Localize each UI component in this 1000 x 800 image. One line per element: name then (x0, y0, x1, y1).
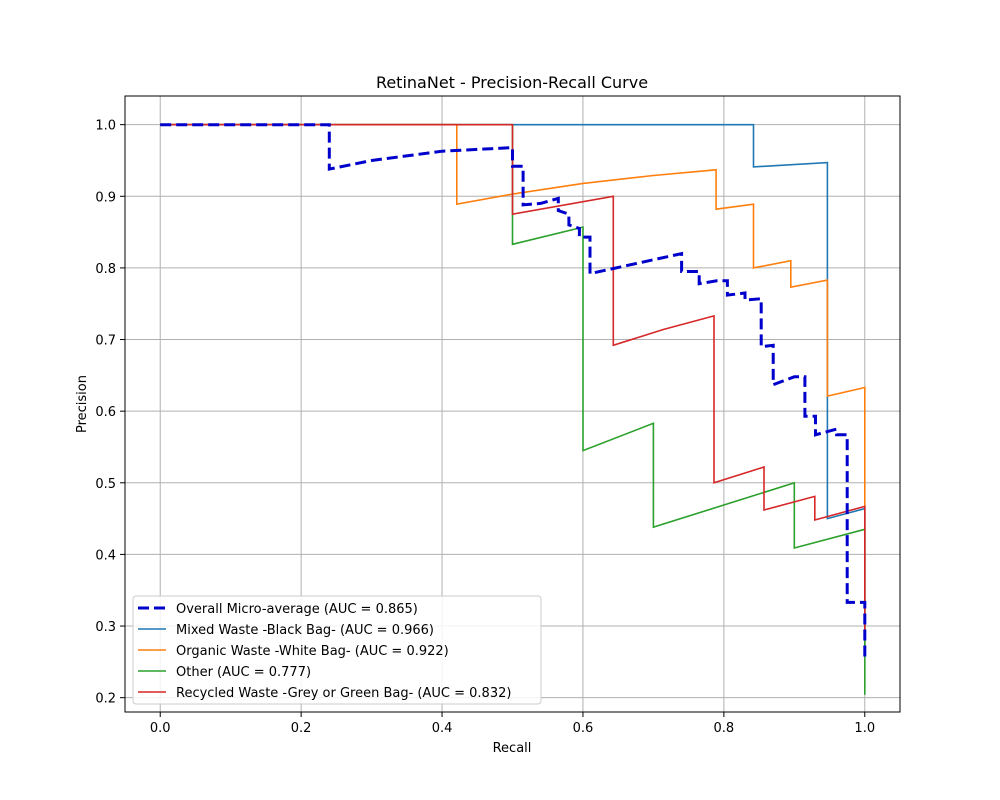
chart-title: RetinaNet - Precision-Recall Curve (376, 73, 648, 92)
legend-label: Other (AUC = 0.777) (176, 665, 311, 680)
y-tick-label: 0.4 (95, 548, 116, 563)
y-tick-label: 0.5 (95, 477, 116, 492)
series-line-3 (160, 123, 866, 655)
y-tick-label: 0.6 (95, 405, 116, 420)
series-line-5 (160, 123, 866, 641)
y-tick-label: 0.8 (95, 262, 116, 277)
x-tick-label: 1.0 (854, 721, 875, 736)
y-tick-label: 0.9 (95, 190, 116, 205)
x-tick-label: 0.8 (714, 721, 735, 736)
y-tick-label: 0.3 (95, 620, 116, 635)
y-tick-label: 0.2 (95, 692, 116, 707)
legend: Overall Micro-average (AUC = 0.865) Mixed… (132, 595, 542, 705)
plot-series (160, 123, 867, 695)
axis-ticks: 0.0 0.2 0.4 0.6 0.8 1.0 0.2 0.3 0.4 0.5 0.6 0.7 0.8 0… (95, 119, 875, 736)
y-tick-label: 0.7 (95, 334, 116, 349)
x-tick-label: 0.4 (432, 721, 453, 736)
x-tick-label: 0.0 (150, 721, 171, 736)
plot-frame (124, 95, 901, 713)
x-tick-label: 0.6 (573, 721, 594, 736)
legend-label: Recycled Waste -Grey or Green Bag- (AUC … (176, 686, 511, 701)
x-axis-label: Recall (493, 741, 532, 756)
series-line-1 (160, 123, 867, 659)
legend-label: Organic Waste -White Bag- (AUC = 0.922) (176, 644, 449, 659)
y-tick-label: 1.0 (95, 119, 116, 134)
legend-label: Mixed Waste -Black Bag- (AUC = 0.966) (176, 623, 434, 638)
x-tick-label: 0.2 (291, 721, 312, 736)
legend-label: Overall Micro-average (AUC = 0.865) (176, 602, 418, 617)
y-axis-label: Precision (75, 375, 90, 433)
legend-box (132, 595, 542, 705)
